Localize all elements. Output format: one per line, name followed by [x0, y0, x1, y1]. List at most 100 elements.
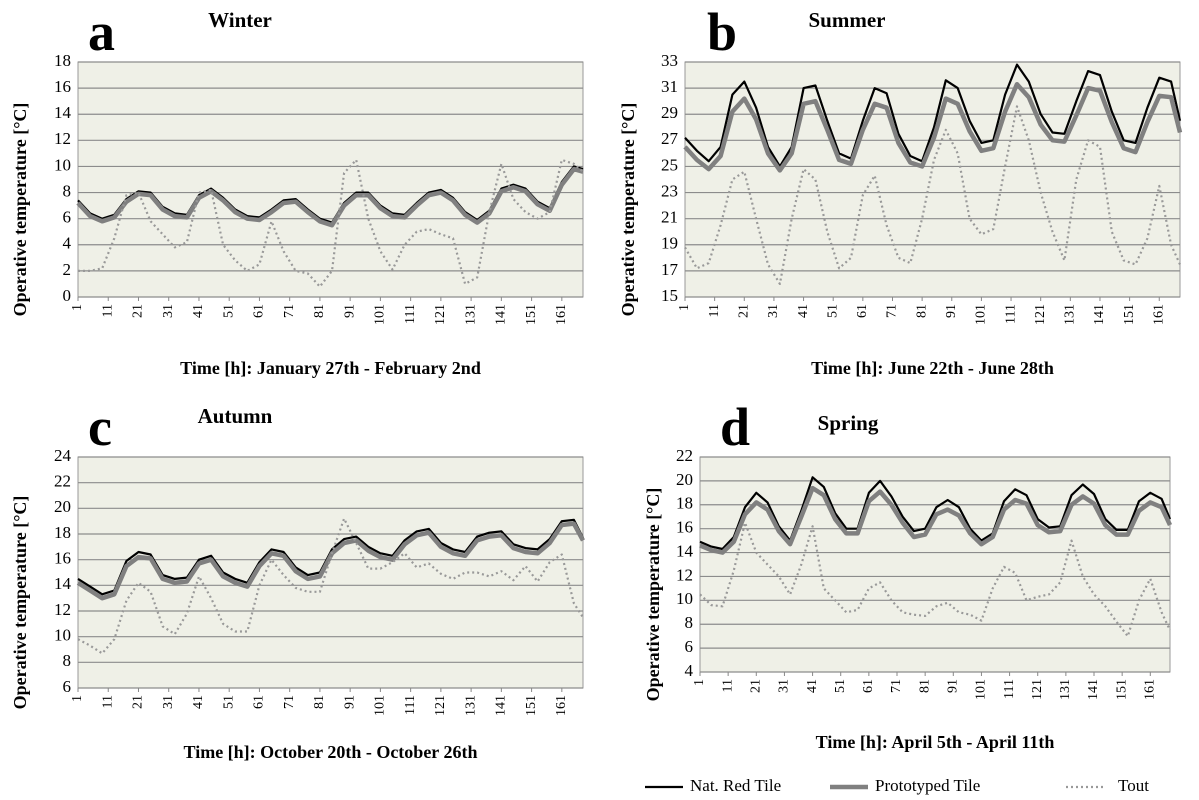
x-tick-label: 81: [312, 695, 327, 709]
x-tick-label: 1: [70, 695, 85, 702]
y-tick-label: 22: [54, 472, 71, 491]
y-axis-label: Operative temperature [°C]: [618, 103, 638, 317]
y-tick-label: 16: [54, 77, 71, 96]
x-tick-label: 21: [749, 679, 764, 693]
y-tick-label: 22: [676, 446, 693, 465]
x-tick-label: 21: [131, 695, 146, 709]
x-tick-label: 81: [917, 679, 932, 693]
x-tick-label: 51: [833, 679, 848, 693]
x-tick-label: 131: [463, 695, 478, 716]
x-tick-label: 61: [855, 304, 870, 318]
plot-area: [684, 61, 1181, 298]
chart-title: Spring: [818, 411, 879, 435]
x-tick-label: 31: [161, 695, 176, 709]
x-tick-label: 131: [463, 304, 478, 325]
y-tick-label: 2: [63, 260, 72, 279]
y-tick-label: 4: [685, 661, 694, 680]
x-tick-label: 91: [944, 304, 959, 318]
x-tick-label: 91: [342, 304, 357, 318]
x-tick-label: 151: [1114, 679, 1129, 700]
x-tick-label: 101: [373, 695, 388, 716]
x-tick-label: 61: [861, 679, 876, 693]
x-tick-label: 11: [100, 304, 115, 317]
x-tick-label: 161: [554, 695, 569, 716]
x-tick-label: 141: [1092, 304, 1107, 325]
y-tick-label: 12: [676, 565, 693, 584]
y-tick-label: 10: [54, 155, 71, 174]
panel-letter: d: [720, 397, 750, 457]
x-tick-label: 161: [1151, 304, 1166, 325]
x-tick-label: 151: [524, 695, 539, 716]
x-tick-label: 41: [796, 304, 811, 318]
x-tick-label: 141: [494, 304, 509, 325]
x-axis-label: Time [h]: October 20th - October 26th: [184, 742, 478, 762]
x-tick-label: 161: [1143, 679, 1158, 700]
x-tick-label: 71: [889, 679, 904, 693]
x-tick-label: 81: [312, 304, 327, 318]
x-tick-label: 61: [252, 695, 267, 709]
x-tick-label: 151: [524, 304, 539, 325]
y-tick-label: 0: [63, 286, 72, 305]
y-tick-label: 20: [676, 470, 693, 489]
x-tick-label: 121: [433, 695, 448, 716]
y-tick-label: 14: [54, 103, 72, 122]
y-tick-label: 33: [661, 51, 678, 70]
y-tick-label: 10: [54, 626, 71, 645]
chart-title: Winter: [208, 8, 272, 32]
x-tick-label: 111: [403, 304, 418, 324]
x-tick-label: 101: [373, 304, 388, 325]
y-tick-label: 12: [54, 129, 71, 148]
y-tick-label: 6: [63, 677, 72, 696]
series-line: [76, 166, 584, 228]
legend-label: Tout: [1118, 776, 1149, 795]
legend-label: Nat. Red Tile: [690, 776, 781, 795]
x-tick-label: 41: [191, 304, 206, 318]
x-tick-label: 141: [1086, 679, 1101, 700]
y-tick-label: 24: [54, 446, 72, 465]
x-tick-label: 81: [914, 304, 929, 318]
x-tick-label: 91: [946, 679, 961, 693]
x-tick-label: 101: [974, 304, 989, 325]
x-tick-label: 111: [1002, 679, 1017, 699]
y-tick-label: 6: [63, 208, 72, 227]
x-tick-label: 131: [1063, 304, 1078, 325]
x-tick-label: 51: [221, 304, 236, 318]
y-tick-label: 14: [676, 541, 694, 560]
y-tick-label: 8: [63, 181, 72, 200]
x-tick-label: 11: [720, 679, 735, 692]
plot-area: [77, 456, 584, 689]
y-tick-label: 16: [676, 518, 693, 537]
x-tick-label: 91: [342, 695, 357, 709]
y-tick-label: 18: [54, 51, 71, 70]
y-tick-label: 20: [54, 497, 71, 516]
x-tick-label: 121: [1033, 304, 1048, 325]
y-tick-label: 18: [676, 494, 693, 513]
y-tick-label: 18: [54, 523, 71, 542]
y-tick-label: 6: [685, 637, 694, 656]
y-tick-label: 27: [661, 129, 679, 148]
x-tick-label: 141: [494, 695, 509, 716]
y-tick-label: 19: [661, 234, 678, 253]
x-tick-label: 1: [677, 304, 692, 311]
plot-area: [77, 61, 584, 298]
x-tick-label: 11: [100, 695, 115, 708]
x-tick-label: 121: [1030, 679, 1045, 700]
chart-title: Autumn: [198, 404, 273, 428]
y-tick-label: 14: [54, 574, 72, 593]
y-tick-label: 25: [661, 155, 678, 174]
x-tick-label: 51: [825, 304, 840, 318]
x-tick-label: 101: [974, 679, 989, 700]
panel-letter: a: [88, 2, 115, 62]
x-axis-label: Time [h]: April 5th - April 11th: [816, 732, 1055, 752]
y-axis-label: Operative temperature [°C]: [10, 496, 30, 710]
x-tick-label: 151: [1122, 304, 1137, 325]
x-tick-label: 61: [252, 304, 267, 318]
series-line: [77, 517, 584, 655]
legend-label: Prototyped Tile: [875, 776, 980, 795]
panel-letter: b: [707, 2, 737, 62]
y-tick-label: 31: [661, 77, 678, 96]
